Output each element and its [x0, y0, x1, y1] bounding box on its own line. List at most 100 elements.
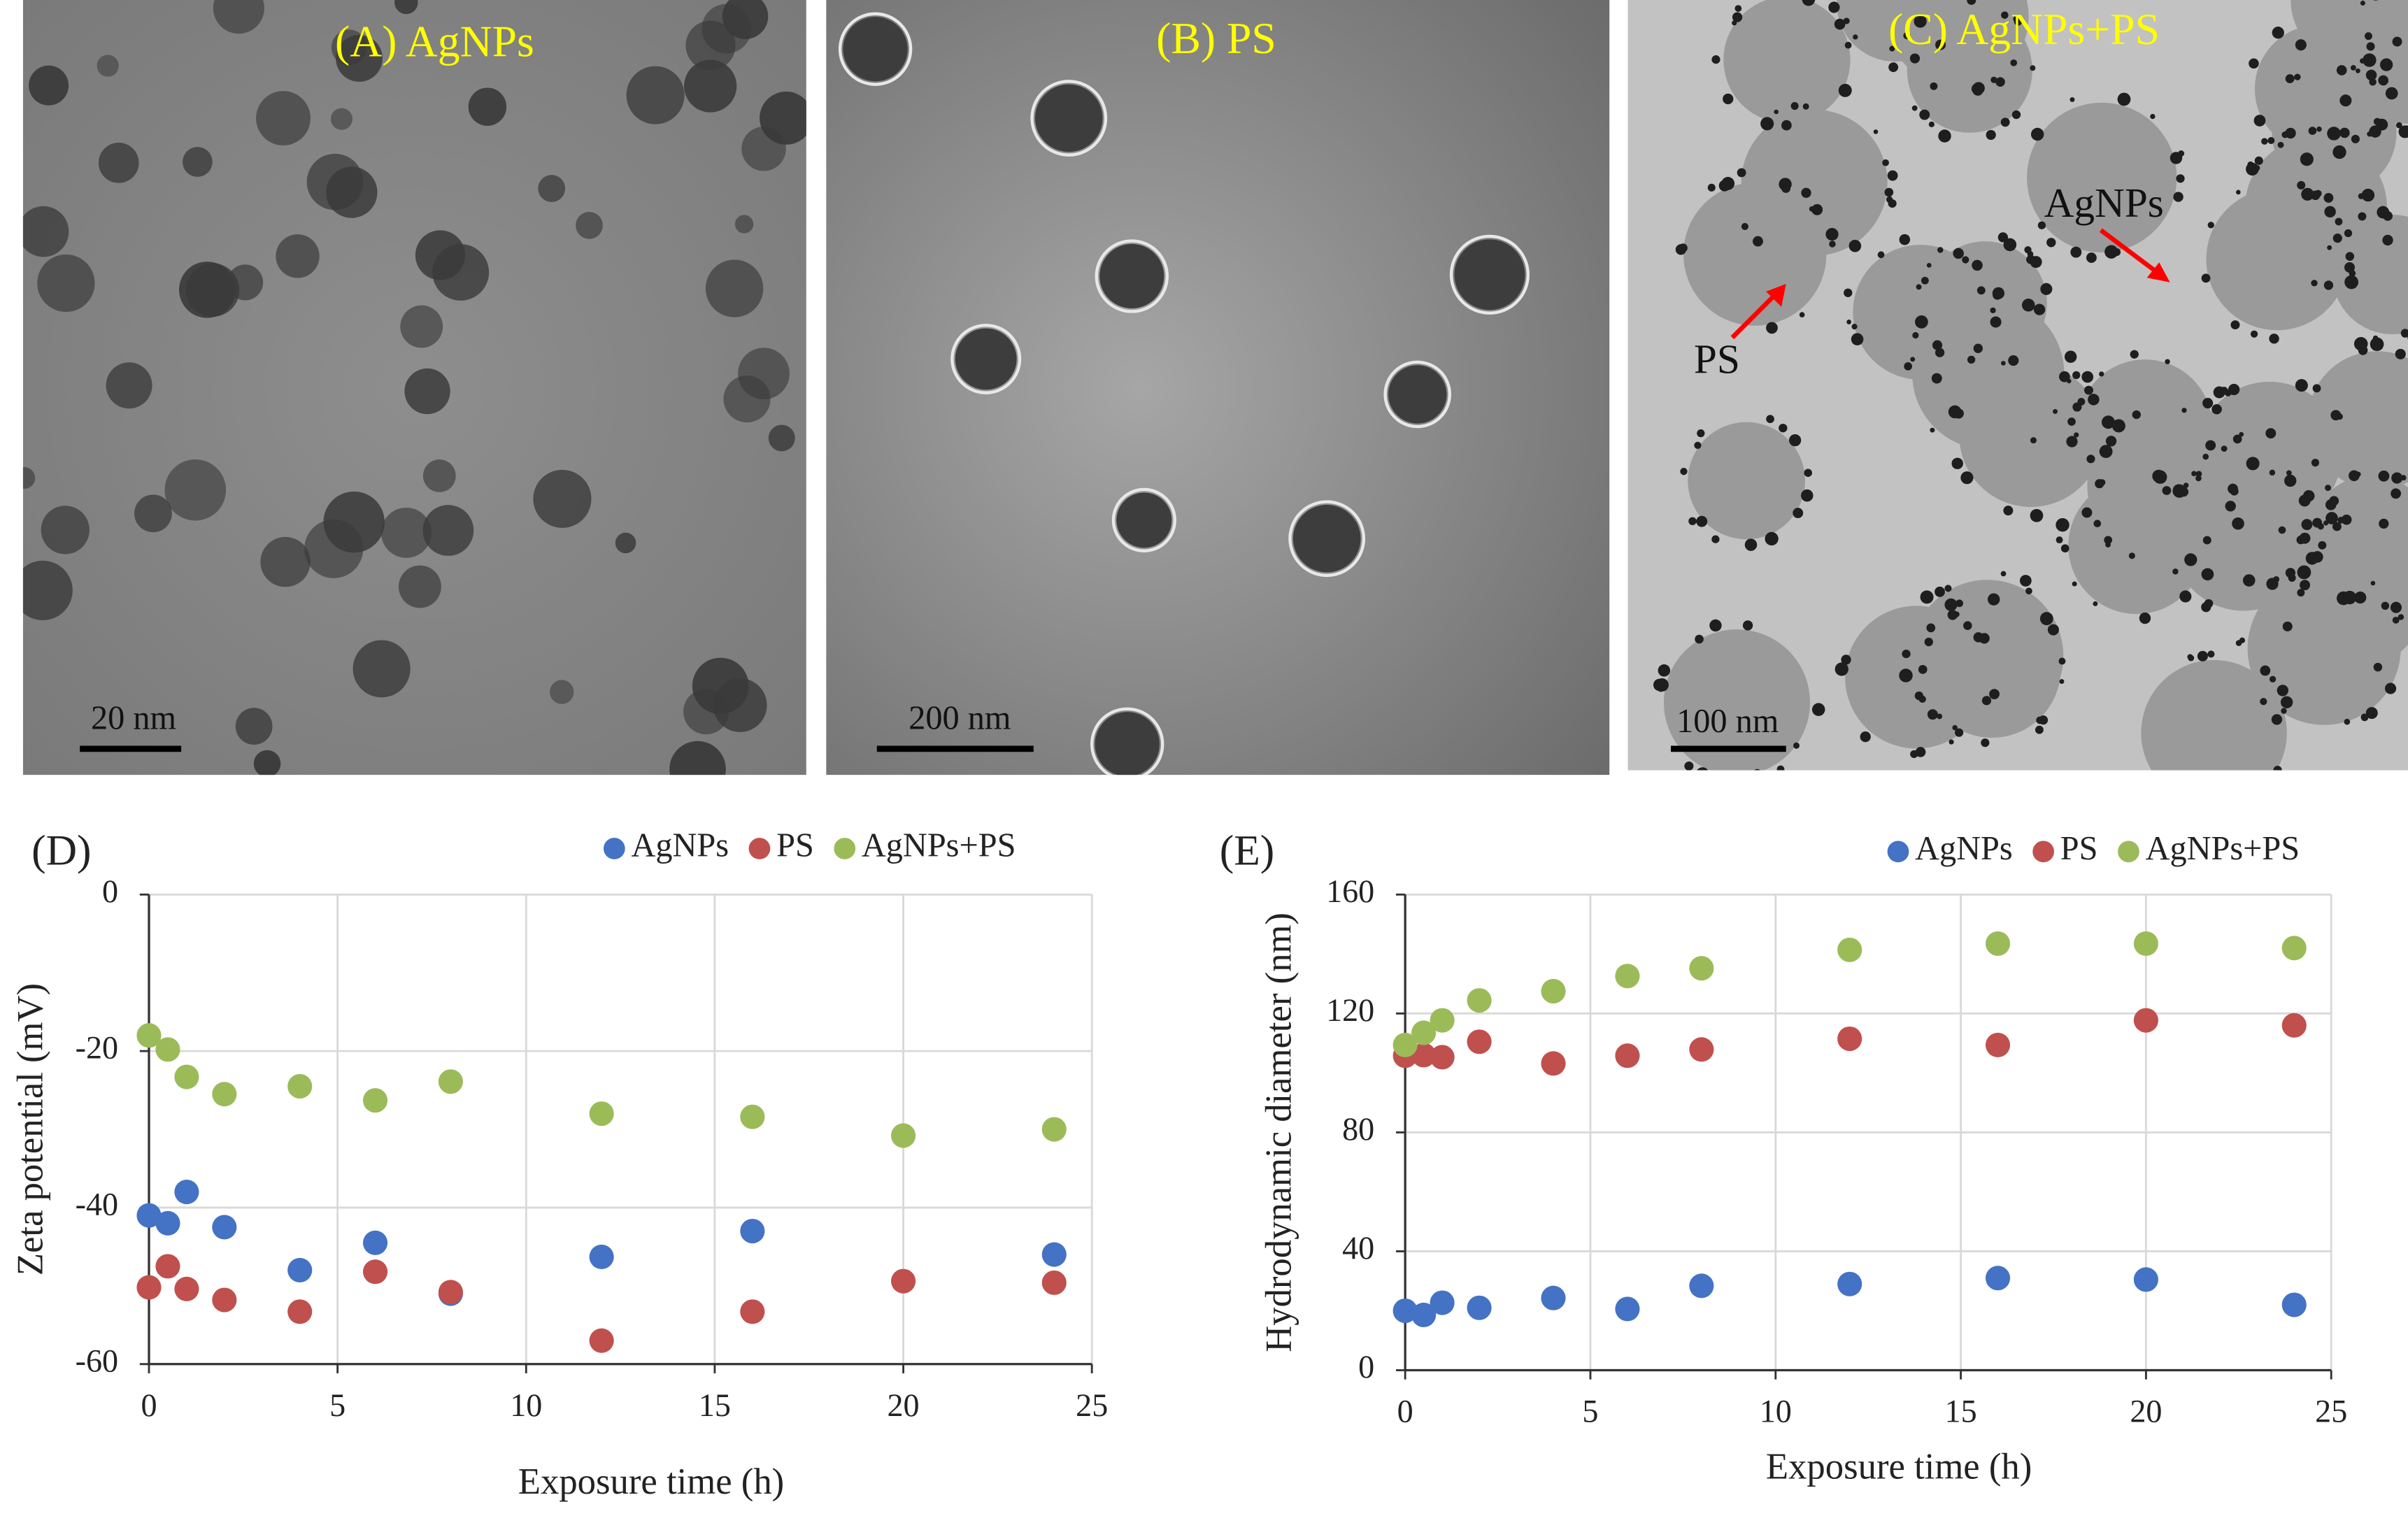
particle	[97, 55, 119, 77]
agnp	[2033, 303, 2046, 315]
data-point	[1467, 988, 1492, 1013]
agnp	[2232, 517, 2244, 530]
x-tick-label: 5	[329, 1387, 345, 1423]
agnp	[1931, 373, 1942, 384]
agnp	[1935, 39, 1946, 50]
agnp	[2072, 402, 2082, 412]
agnp	[1915, 747, 1926, 757]
agnp	[2353, 336, 2368, 351]
agnp	[2001, 11, 2009, 19]
data-point	[740, 1299, 765, 1324]
particle	[1034, 84, 1103, 152]
agnp	[1711, 535, 1720, 543]
agnp	[1802, 103, 1809, 110]
agnp	[2302, 489, 2315, 502]
agnp	[1992, 287, 2005, 299]
data-point	[1689, 1273, 1714, 1299]
agnp	[1741, 222, 1748, 230]
agnp	[2280, 696, 2293, 708]
agnp	[2173, 192, 2183, 202]
data-point	[362, 1230, 388, 1255]
agnp	[2095, 479, 2104, 489]
data-point	[1615, 964, 1640, 989]
agnp	[1811, 703, 1825, 716]
agnp	[2278, 526, 2286, 534]
agnp	[2040, 283, 2053, 295]
particle	[626, 66, 685, 124]
data-point	[1392, 1298, 1418, 1324]
data-point	[1541, 1051, 1566, 1076]
agnp	[2221, 445, 2228, 452]
agnp	[2323, 280, 2334, 290]
agnp	[2325, 499, 2337, 510]
agnp	[1955, 728, 1964, 737]
agnp	[2311, 280, 2318, 287]
y-tick-label: 0	[1358, 1349, 1374, 1385]
particle	[468, 87, 507, 126]
agnp	[2359, 58, 2365, 64]
agnp	[1804, 469, 1812, 477]
agnp	[1899, 668, 1913, 682]
data-point	[890, 1123, 916, 1148]
agnp	[2179, 487, 2189, 497]
agnp	[1924, 637, 1933, 647]
particle	[669, 741, 726, 775]
x-tick-label: 15	[1945, 1394, 1977, 1429]
agnp	[1754, 768, 1760, 771]
particle	[398, 565, 441, 608]
agnp	[2101, 415, 2115, 429]
legend-label: AgNPs+PS	[2146, 830, 2300, 867]
data-point	[287, 1299, 313, 1324]
agnp	[2364, 32, 2372, 41]
particle	[400, 305, 443, 348]
particle-rim	[838, 12, 913, 86]
x-tick-label: 20	[2130, 1394, 2162, 1429]
agnp	[2213, 386, 2225, 399]
agnp	[1918, 695, 1926, 703]
particle-rim	[1288, 500, 1366, 578]
particle-rim	[1030, 80, 1108, 157]
data-point	[2133, 1267, 2158, 1292]
ps-sphere	[2308, 351, 2408, 489]
agnp	[1832, 3, 1840, 11]
agnp	[2361, 188, 2375, 202]
data-point	[362, 1088, 388, 1113]
data-point	[1041, 1270, 1067, 1295]
agnp	[2335, 217, 2343, 226]
agnp	[2324, 206, 2336, 218]
agnp	[2295, 39, 2307, 51]
chart-title: (E)	[1220, 827, 1274, 874]
agnp	[1990, 307, 1996, 313]
particle	[1292, 504, 1361, 573]
agnp	[2181, 408, 2187, 413]
agnp	[2336, 65, 2347, 76]
agnp	[2187, 654, 2193, 660]
panel-label: (B) PS	[1156, 13, 1276, 63]
data-point	[890, 1268, 916, 1294]
agnp	[2260, 665, 2271, 676]
agnp	[1848, 239, 1862, 252]
agnp	[1988, 593, 2000, 606]
data-point	[1615, 1043, 1640, 1068]
agnp	[2191, 471, 2197, 477]
legend-marker	[834, 838, 856, 859]
data-point	[136, 1275, 162, 1300]
particle	[323, 491, 385, 553]
agnp	[2202, 453, 2209, 460]
agnp	[2152, 469, 2165, 483]
agnp	[2344, 718, 2351, 725]
agnp	[1851, 333, 1864, 345]
legend-label: PS	[2060, 830, 2098, 867]
agnp	[2301, 187, 2314, 201]
particle	[738, 348, 790, 400]
particle	[22, 206, 69, 257]
agnp	[1903, 31, 1911, 40]
particle	[276, 234, 320, 278]
agnp	[2318, 541, 2327, 550]
particle	[538, 175, 566, 202]
agnp	[2385, 87, 2398, 100]
agnp	[1882, 159, 1889, 166]
agnp	[2273, 766, 2282, 771]
agnp	[2373, 662, 2383, 672]
x-tick-label: 20	[888, 1387, 920, 1423]
